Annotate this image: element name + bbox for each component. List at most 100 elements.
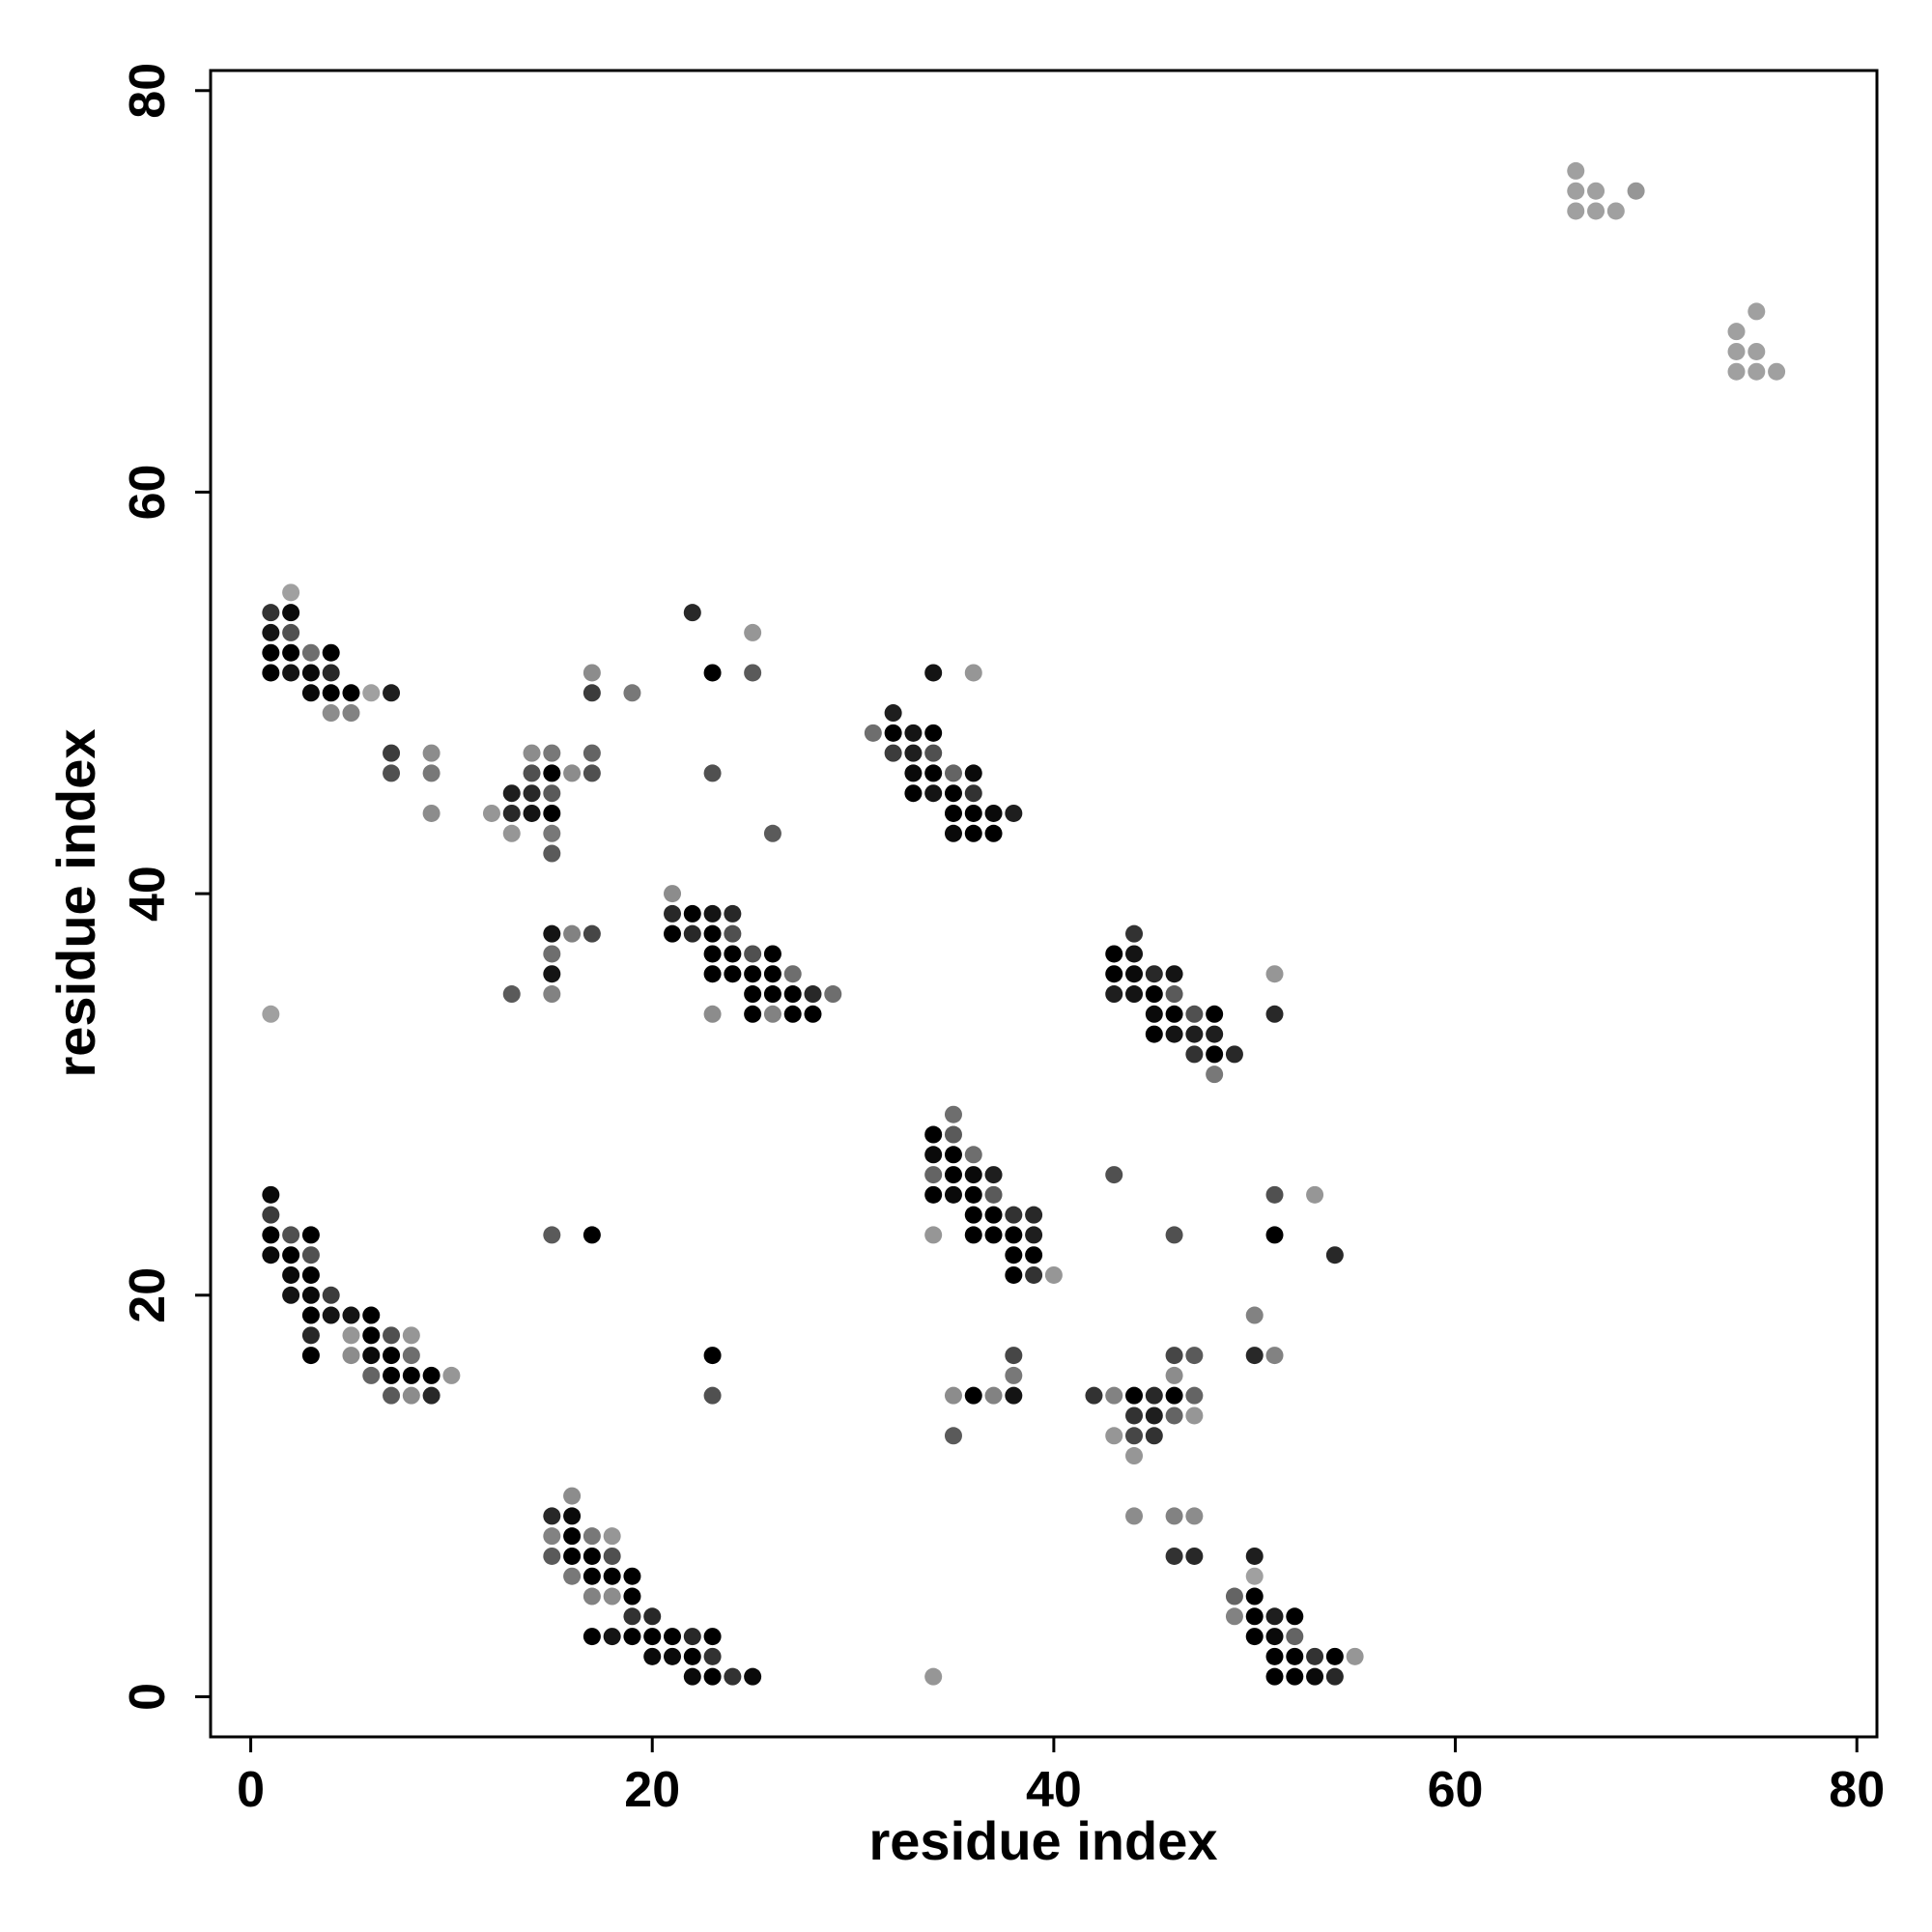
contact-point <box>1145 1005 1163 1023</box>
y-tick-label: 40 <box>120 866 176 922</box>
contact-point <box>383 684 401 702</box>
contact-point <box>383 1326 401 1345</box>
contact-point <box>623 1587 641 1605</box>
contact-point <box>804 985 822 1004</box>
contact-point <box>502 804 521 822</box>
contact-point <box>1245 1547 1264 1565</box>
contact-point <box>1325 1246 1344 1264</box>
contact-point <box>282 1265 300 1284</box>
contact-point <box>523 804 541 822</box>
contact-point <box>1265 1185 1284 1204</box>
contact-point <box>1286 1647 1304 1665</box>
contact-point <box>301 1286 320 1304</box>
contact-point <box>582 1628 601 1646</box>
y-axis-title: residue index <box>45 728 106 1077</box>
contact-point <box>1165 985 1183 1004</box>
contact-point <box>1005 1386 1023 1405</box>
contact-point <box>1165 1347 1183 1365</box>
contact-point <box>1185 1406 1204 1425</box>
x-tick-label: 40 <box>1026 1762 1082 1818</box>
contact-point <box>724 924 742 943</box>
contact-point <box>623 1628 641 1646</box>
contact-point <box>262 604 280 622</box>
contact-point <box>1125 1507 1144 1525</box>
contact-point <box>904 784 923 803</box>
contact-point <box>322 704 340 723</box>
contact-point <box>1105 1166 1123 1184</box>
contact-point <box>703 945 722 963</box>
contact-point <box>402 1366 420 1384</box>
contact-point <box>582 1567 601 1585</box>
contact-point <box>824 985 842 1004</box>
contact-point <box>944 824 962 842</box>
contact-point <box>383 1366 401 1384</box>
contact-point <box>1206 1005 1224 1023</box>
contact-point <box>1105 1386 1123 1405</box>
contact-point <box>744 664 762 682</box>
contact-point <box>924 1185 943 1204</box>
contact-point <box>744 965 762 983</box>
contact-point <box>543 924 561 943</box>
contact-point <box>1025 1246 1043 1264</box>
contact-point <box>724 965 742 983</box>
contact-point <box>1105 1427 1123 1445</box>
contact-point <box>1567 182 1585 200</box>
contact-point <box>582 1226 601 1244</box>
contact-point <box>563 924 582 943</box>
contact-point <box>724 1667 742 1686</box>
contact-point <box>924 1146 943 1164</box>
contact-point <box>262 643 280 662</box>
contact-point <box>301 1326 320 1345</box>
contact-point <box>924 1125 943 1144</box>
contact-point <box>1145 1386 1163 1405</box>
contact-point <box>1265 1226 1284 1244</box>
contact-point <box>1185 1386 1204 1405</box>
contact-point <box>984 824 1003 842</box>
contact-point <box>924 744 943 762</box>
contact-point <box>904 764 923 782</box>
contact-point <box>783 1005 802 1023</box>
contact-point <box>1286 1667 1304 1686</box>
contact-point <box>924 784 943 803</box>
x-axis: 0 20 40 60 80 <box>237 1735 1885 1818</box>
contact-point <box>643 1647 662 1665</box>
contact-point <box>1265 965 1284 983</box>
y-axis: 0 20 40 60 80 <box>120 63 213 1711</box>
contact-point <box>944 1146 962 1164</box>
contact-point <box>884 704 902 723</box>
contact-point <box>703 764 722 782</box>
contact-point <box>964 784 982 803</box>
contact-point <box>282 583 300 602</box>
contact-point <box>924 664 943 682</box>
contact-point <box>563 1527 582 1546</box>
contact-point <box>1165 1005 1183 1023</box>
contact-point <box>944 1105 962 1123</box>
contact-point <box>1265 1667 1284 1686</box>
y-tick-label: 80 <box>120 63 176 119</box>
contact-point <box>1125 1447 1144 1465</box>
contact-point <box>664 1647 682 1665</box>
contact-point <box>502 784 521 803</box>
contact-point <box>944 1166 962 1184</box>
contact-point <box>1306 1667 1324 1686</box>
contact-point <box>683 1647 701 1665</box>
contact-point <box>703 904 722 923</box>
contact-point <box>984 1166 1003 1184</box>
contact-point <box>984 1226 1003 1244</box>
contact-point <box>1286 1628 1304 1646</box>
contact-point <box>864 724 882 742</box>
contact-point <box>362 1306 381 1324</box>
contact-point <box>342 704 360 723</box>
contact-point <box>984 1206 1003 1224</box>
contact-point <box>924 1667 943 1686</box>
contact-point <box>1185 1507 1204 1525</box>
contact-point <box>502 824 521 842</box>
contact-point <box>1245 1567 1264 1585</box>
contact-point <box>1185 1005 1204 1023</box>
contact-point <box>1567 202 1585 220</box>
contact-point <box>1005 1347 1023 1365</box>
contact-point <box>1265 1607 1284 1626</box>
contact-point <box>984 804 1003 822</box>
contact-point <box>703 965 722 983</box>
contact-point <box>1567 161 1585 180</box>
